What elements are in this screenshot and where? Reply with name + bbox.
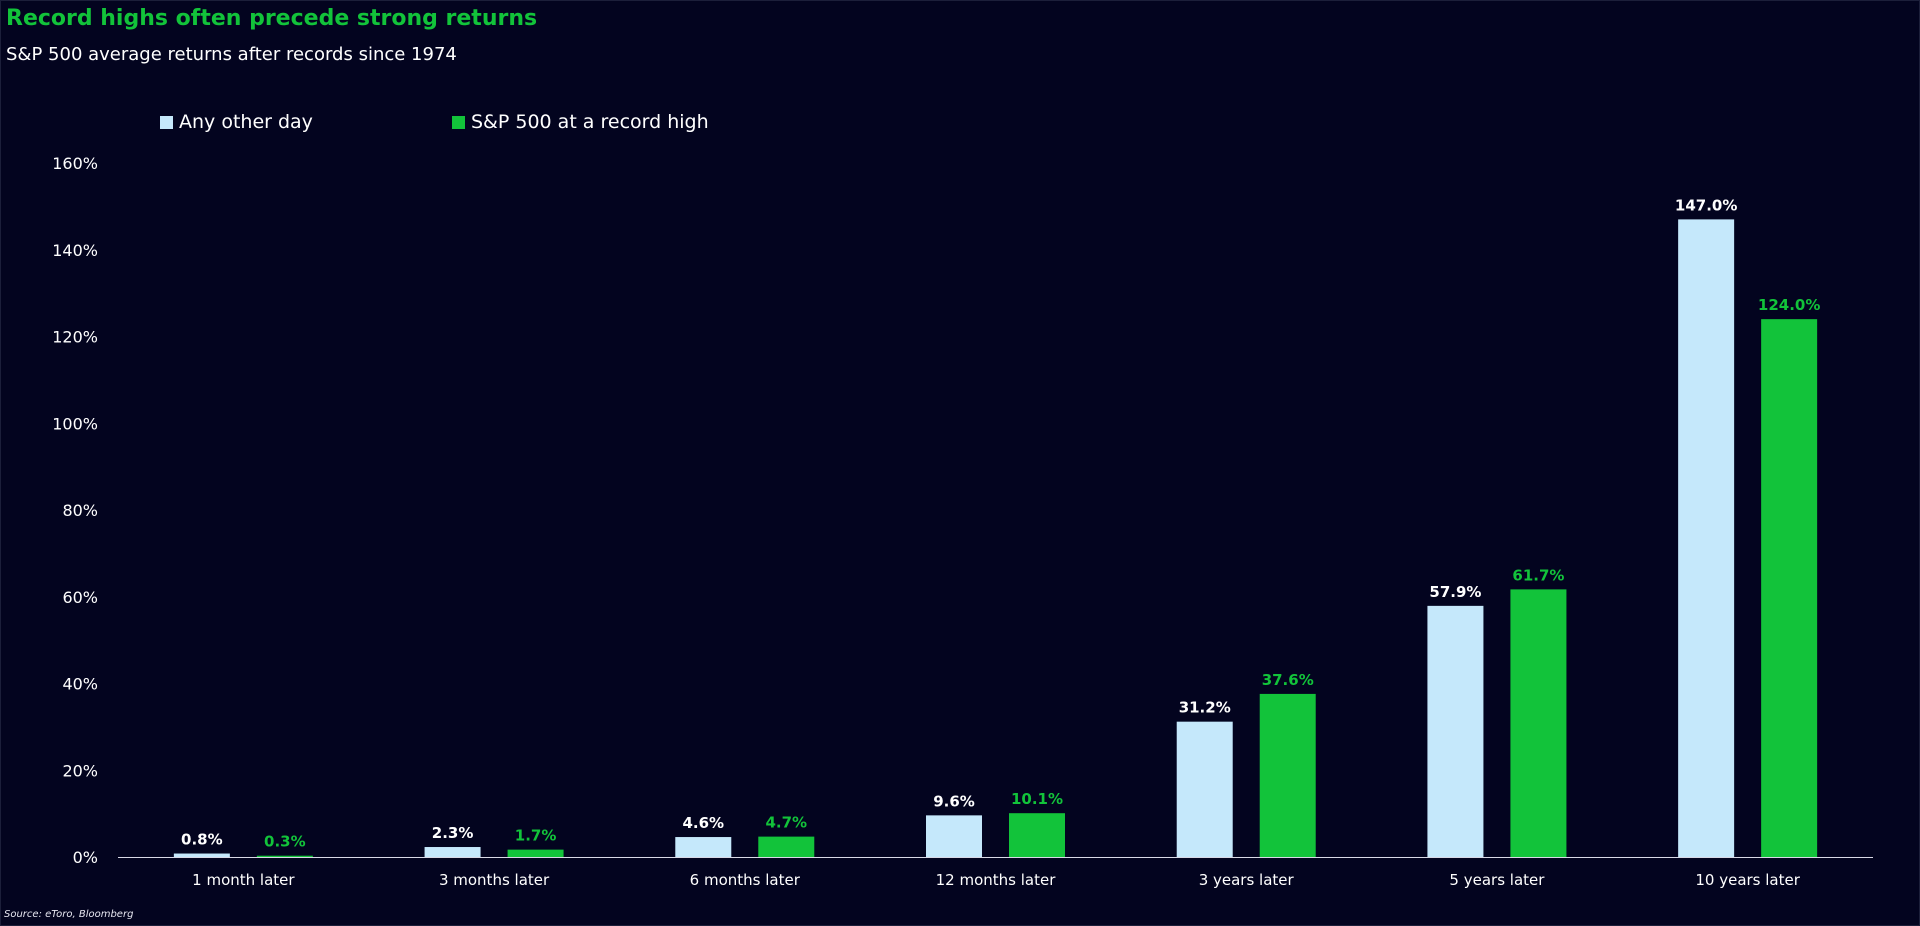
chart-title: Record highs often precede strong return… — [6, 6, 538, 31]
bar — [1761, 319, 1818, 857]
bar — [926, 815, 982, 857]
data-label: 2.3% — [432, 824, 474, 842]
bar — [1510, 589, 1567, 857]
data-label: 31.2% — [1179, 699, 1231, 717]
y-tick-label: 40% — [62, 675, 98, 694]
data-label: 0.3% — [264, 833, 306, 851]
legend-item-any-other-day: Any other day — [160, 111, 313, 133]
bar — [256, 855, 313, 857]
y-tick-label: 20% — [62, 761, 98, 780]
data-label: 4.6% — [682, 814, 724, 832]
x-tick-label: 3 months later — [439, 871, 550, 889]
data-label: 61.7% — [1512, 566, 1564, 584]
x-tick-label: 12 months later — [936, 871, 1057, 889]
chart-subtitle: S&P 500 average returns after records si… — [6, 44, 457, 65]
data-label: 10.1% — [1011, 790, 1063, 808]
bar — [1259, 693, 1316, 857]
bar — [173, 853, 230, 857]
x-tick-label: 6 months later — [690, 871, 801, 889]
y-tick-label: 60% — [62, 588, 98, 607]
data-label: 124.0% — [1758, 296, 1820, 314]
data-label: 37.6% — [1262, 671, 1314, 689]
source-note: Source: eToro, Bloomberg — [4, 909, 134, 920]
data-label: 147.0% — [1675, 196, 1737, 214]
data-label: 1.7% — [515, 827, 557, 845]
y-tick-label: 100% — [52, 414, 98, 433]
legend-item-record-high: S&P 500 at a record high — [452, 111, 709, 133]
y-tick-label: 120% — [52, 328, 98, 347]
bar — [1009, 813, 1065, 857]
data-label: 0.8% — [181, 831, 223, 849]
data-label: 57.9% — [1429, 583, 1481, 601]
bar — [1427, 605, 1484, 857]
y-tick-label: 0% — [73, 848, 98, 867]
x-tick-label: 1 month later — [192, 871, 295, 889]
legend-label-any-other-day: Any other day — [179, 111, 313, 133]
bar — [507, 849, 564, 857]
y-tick-label: 160% — [52, 154, 98, 173]
y-tick-label: 80% — [62, 501, 98, 520]
bar — [424, 847, 481, 857]
x-tick-label: 10 years later — [1695, 871, 1800, 889]
bar — [758, 836, 815, 857]
legend-swatch-record-high — [452, 115, 465, 129]
legend-swatch-any-other-day — [160, 115, 173, 129]
x-tick-label: 3 years later — [1199, 871, 1295, 889]
legend-label-record-high: S&P 500 at a record high — [471, 111, 709, 133]
data-label: 4.7% — [765, 814, 807, 832]
x-tick-label: 5 years later — [1449, 871, 1545, 889]
data-label: 9.6% — [933, 792, 975, 810]
y-tick-label: 140% — [52, 241, 98, 260]
bar — [675, 837, 732, 857]
bar — [1176, 721, 1233, 857]
bar — [1678, 219, 1735, 857]
